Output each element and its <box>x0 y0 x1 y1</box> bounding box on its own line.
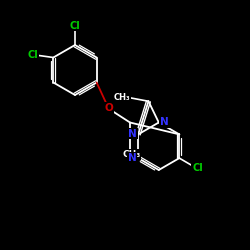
Text: CH₃: CH₃ <box>114 93 130 102</box>
Text: O: O <box>104 103 113 113</box>
Text: Cl: Cl <box>192 163 203 173</box>
Text: N: N <box>128 153 136 163</box>
Text: Cl: Cl <box>70 20 80 30</box>
Text: Cl: Cl <box>28 50 38 60</box>
Text: CH₃: CH₃ <box>122 150 141 159</box>
Text: N: N <box>160 117 169 127</box>
Text: N: N <box>128 129 137 138</box>
